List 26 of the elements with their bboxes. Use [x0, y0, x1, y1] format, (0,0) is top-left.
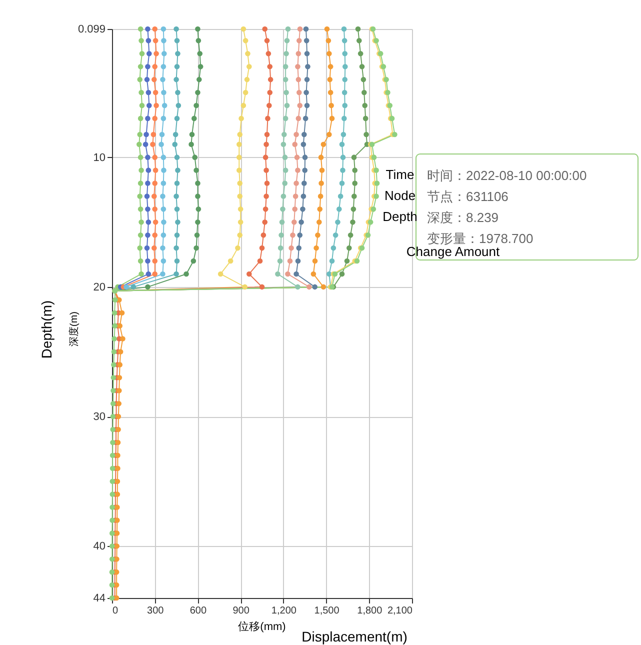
y-tick-label: 40	[93, 540, 106, 553]
text: 节点：631106	[427, 189, 508, 204]
y-tick-label: 0.099	[78, 24, 106, 36]
x-tick-label: 2,100	[387, 606, 413, 616]
y-tick-label: 30	[93, 411, 106, 424]
x-tick-label: 900	[232, 606, 250, 616]
y-axis-title: Depth(m)	[38, 300, 54, 359]
x-tick-label: 0	[112, 606, 118, 616]
x-tick-label: 1,800	[357, 606, 383, 616]
x-tick-label: 600	[190, 606, 207, 616]
annotation: Depth	[382, 209, 418, 224]
x-tick-label: 300	[147, 606, 164, 616]
text: 变形量：1978.700	[427, 231, 534, 246]
text: 深度(m)	[68, 312, 80, 346]
y-tick-label: 44	[93, 592, 106, 604]
annotation: Node	[384, 188, 416, 203]
text: 深度：8.239	[427, 210, 499, 225]
annotation: Time	[386, 167, 414, 182]
y-tick-label: 10	[93, 152, 106, 164]
x-tick-label: 1,200	[271, 606, 297, 616]
text: 位移(mm)	[238, 621, 286, 633]
y-tick-label: 20	[93, 281, 106, 294]
x-tick-label: 1,500	[314, 606, 340, 616]
x-axis-title: Displacement(m)	[302, 628, 408, 644]
text: 时间：2022-08-10 00:00:00	[427, 168, 587, 183]
annotation: Change Amount	[406, 244, 500, 259]
